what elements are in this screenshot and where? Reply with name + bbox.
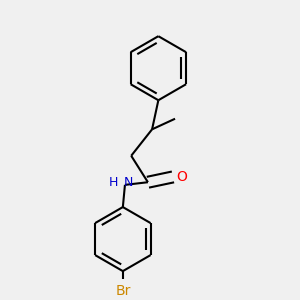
Text: O: O bbox=[176, 170, 187, 184]
Text: N: N bbox=[124, 176, 133, 189]
Text: Br: Br bbox=[115, 284, 130, 298]
Text: H: H bbox=[109, 176, 118, 189]
